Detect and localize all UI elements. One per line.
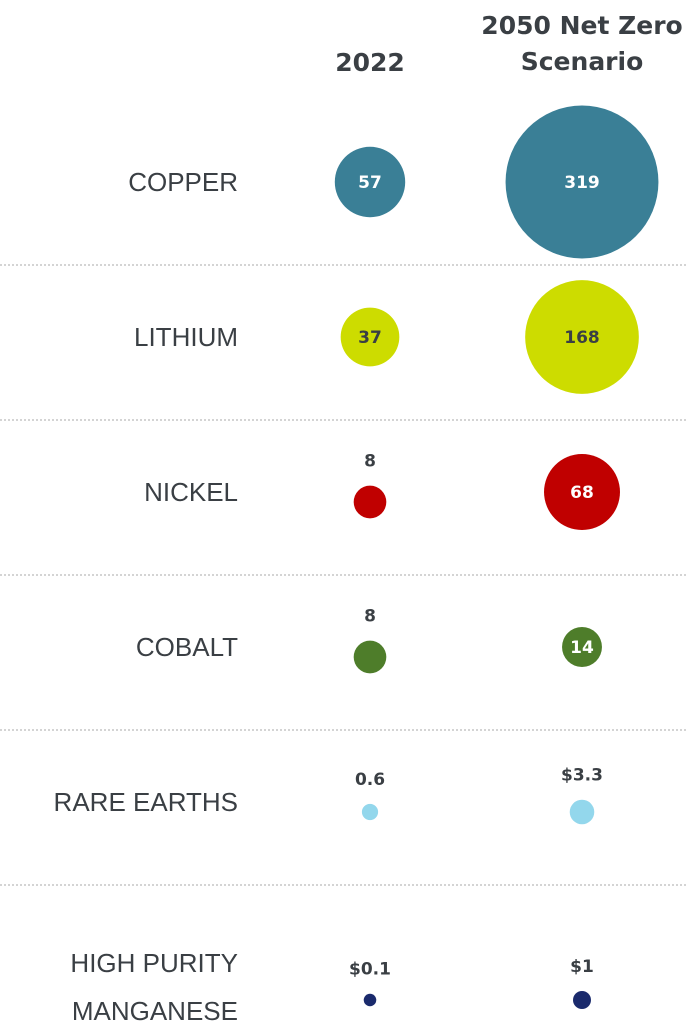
value-label: 68 <box>570 483 594 503</box>
bubble <box>340 307 400 367</box>
bubble <box>569 799 595 825</box>
bubble <box>353 640 387 674</box>
value-label: 319 <box>564 173 600 193</box>
value-label: 14 <box>570 638 594 658</box>
bubble <box>544 454 620 530</box>
value-label: 57 <box>358 173 382 193</box>
bubble <box>573 991 591 1009</box>
row-label: COPPER <box>128 167 238 197</box>
column-header: 2022 <box>335 48 405 77</box>
column-header: 2050 Net Zero Scenario <box>481 11 683 76</box>
value-label: $3.3 <box>561 766 603 786</box>
value-label: $0.1 <box>349 960 391 980</box>
value-label: 168 <box>564 328 600 348</box>
bubble <box>525 280 639 394</box>
row-label: HIGH PURITY MANGANESE <box>70 948 238 1026</box>
bubble <box>505 105 659 259</box>
value-label: $1 <box>570 957 594 977</box>
value-label: 8 <box>364 452 376 472</box>
value-label: 0.6 <box>355 770 385 790</box>
bubble <box>363 993 377 1007</box>
bubble <box>353 485 387 519</box>
value-label: 8 <box>364 607 376 627</box>
row-label: NICKEL <box>144 477 238 507</box>
row-label: COBALT <box>135 632 238 662</box>
row-label: RARE EARTHS <box>53 787 238 817</box>
row-label: LITHIUM <box>134 322 238 352</box>
bubble <box>562 627 602 667</box>
bubble <box>361 803 379 821</box>
value-label: 37 <box>358 328 382 348</box>
bubble <box>334 146 406 218</box>
